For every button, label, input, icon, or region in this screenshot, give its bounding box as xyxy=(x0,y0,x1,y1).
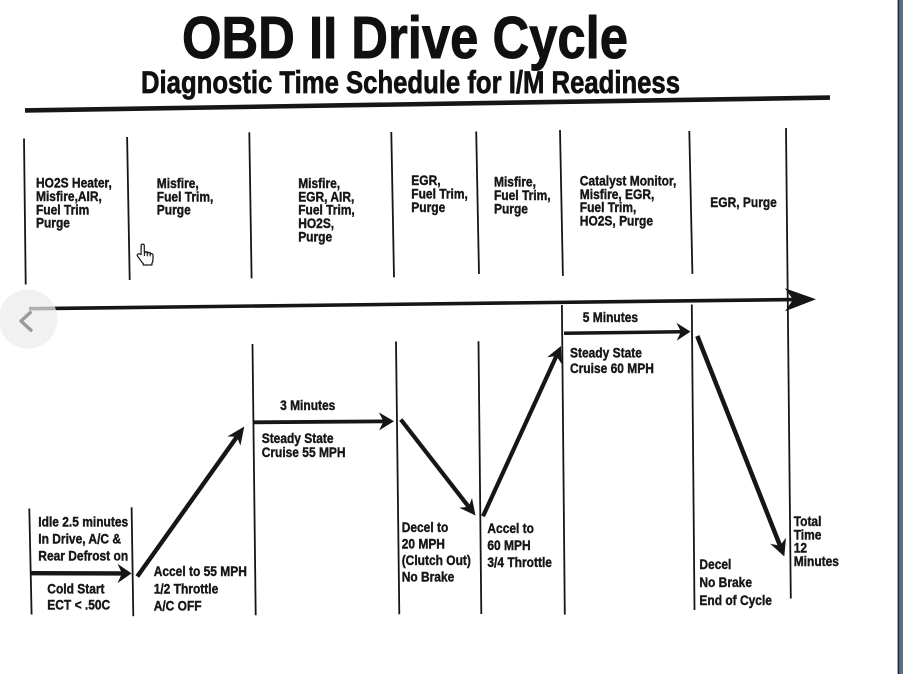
svg-text:Accel to 55 MPH: Accel to 55 MPH xyxy=(154,563,247,579)
svg-text:Purge: Purge xyxy=(494,201,528,217)
svg-text:HO2S Heater,: HO2S Heater, xyxy=(36,175,112,191)
svg-text:Diagnostic Time Schedule for I: Diagnostic Time Schedule for I/M Readine… xyxy=(141,64,680,100)
svg-text:Fuel Trim,: Fuel Trim, xyxy=(411,186,468,202)
svg-text:Accel to: Accel to xyxy=(487,520,534,536)
svg-text:Rear Defrost on: Rear Defrost on xyxy=(38,548,128,564)
svg-text:Catalyst Monitor,: Catalyst Monitor, xyxy=(580,173,676,189)
svg-text:Minutes: Minutes xyxy=(794,553,839,569)
svg-text:In Drive, A/C &: In Drive, A/C & xyxy=(38,531,121,547)
svg-text:Purge: Purge xyxy=(36,215,70,231)
svg-text:12: 12 xyxy=(794,540,807,556)
svg-text:5 Minutes: 5 Minutes xyxy=(583,309,638,325)
svg-text:(Clutch Out): (Clutch Out) xyxy=(402,552,471,568)
svg-text:HO2S, Purge: HO2S, Purge xyxy=(580,213,653,229)
svg-text:HO2S,: HO2S, xyxy=(298,215,334,231)
svg-text:Cruise 55 MPH: Cruise 55 MPH xyxy=(262,444,346,460)
svg-text:EGR, AIR,: EGR, AIR, xyxy=(298,189,354,205)
svg-text:Fuel Trim,: Fuel Trim, xyxy=(298,202,355,218)
svg-text:Purge: Purge xyxy=(411,199,445,215)
svg-text:Time: Time xyxy=(794,527,822,543)
svg-text:60 MPH: 60 MPH xyxy=(487,537,530,553)
svg-text:1/2 Throttle: 1/2 Throttle xyxy=(154,581,219,597)
svg-text:Misfire,: Misfire, xyxy=(298,175,340,191)
svg-text:ECT < .50C: ECT < .50C xyxy=(47,597,110,613)
svg-text:No Brake: No Brake xyxy=(699,574,752,590)
svg-text:Purge: Purge xyxy=(298,229,332,245)
svg-text:Cold Start: Cold Start xyxy=(47,581,105,597)
svg-text:Cruise 60 MPH: Cruise 60 MPH xyxy=(570,360,654,376)
svg-text:Misfire,: Misfire, xyxy=(494,174,536,190)
svg-text:EGR,: EGR, xyxy=(411,172,440,188)
svg-text:No Brake: No Brake xyxy=(402,569,455,585)
svg-text:Fuel Trim: Fuel Trim xyxy=(36,202,89,218)
svg-text:Misfire,AIR,: Misfire,AIR, xyxy=(36,188,102,204)
svg-text:EGR, Purge: EGR, Purge xyxy=(710,194,777,210)
svg-text:3 Minutes: 3 Minutes xyxy=(280,397,335,413)
svg-text:End of Cycle: End of Cycle xyxy=(699,592,772,608)
svg-text:Misfire, EGR,: Misfire, EGR, xyxy=(580,186,655,202)
svg-text:Steady State: Steady State xyxy=(570,345,642,361)
svg-text:Fuel Trim,: Fuel Trim, xyxy=(494,187,551,203)
svg-text:3/4 Throttle: 3/4 Throttle xyxy=(487,554,552,570)
svg-text:Decel: Decel xyxy=(699,556,731,572)
svg-text:Misfire,: Misfire, xyxy=(157,175,199,191)
svg-text:Fuel Trim,: Fuel Trim, xyxy=(580,199,637,215)
svg-text:Total: Total xyxy=(794,513,822,529)
svg-text:Purge: Purge xyxy=(157,202,191,218)
svg-text:Fuel Trim,: Fuel Trim, xyxy=(157,189,214,205)
svg-text:20 MPH: 20 MPH xyxy=(402,536,445,552)
svg-text:A/C OFF: A/C OFF xyxy=(154,598,202,614)
svg-text:Idle 2.5 minutes: Idle 2.5 minutes xyxy=(38,514,128,530)
svg-text:OBD II Drive Cycle: OBD II Drive Cycle xyxy=(182,5,628,71)
svg-text:Decel to: Decel to xyxy=(402,519,449,535)
svg-text:Steady State: Steady State xyxy=(262,430,334,446)
